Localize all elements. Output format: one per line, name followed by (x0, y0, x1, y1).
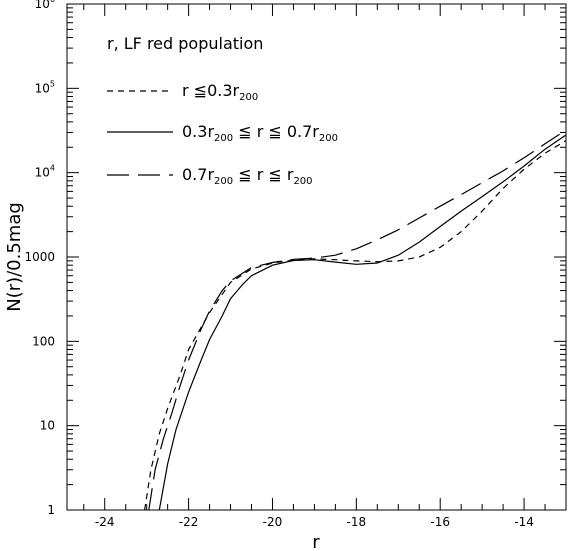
x-tick-label: -14 (514, 515, 534, 529)
y-tick-base: 10 (35, 0, 50, 11)
legend-text: r ≦0.3r (182, 81, 240, 100)
series-line-1 (144, 140, 567, 511)
legend-subscript: 200 (239, 92, 258, 103)
axis-ticks (67, 3, 567, 511)
y-tick-label: 1 (47, 503, 55, 517)
y-tick-label: 106 (35, 0, 55, 11)
plot-frame (66, 3, 567, 511)
legend-title: r, LF red population (107, 34, 263, 53)
series-line-3 (148, 129, 567, 511)
tick-labels: -24-22-20-18-16-141101001000104105106 (24, 0, 533, 529)
y-tick-exponent: 4 (50, 164, 55, 173)
legend-subscript: 200 (319, 133, 338, 144)
y-tick-label: 10 (40, 419, 55, 433)
x-tick-label: -20 (263, 515, 283, 529)
legend-text: ≦ r ≦ 0.7r (233, 122, 319, 141)
y-tick-label: 1000 (24, 250, 55, 264)
x-tick-label: -22 (179, 515, 199, 529)
y-axis-label: N(r)/0.5mag (4, 202, 25, 312)
legend-text: 0.7r (182, 165, 214, 184)
y-tick-base: 10 (35, 166, 50, 180)
legend-subscript: 200 (214, 176, 233, 187)
y-tick-label: 104 (35, 164, 55, 180)
legend-text: 0.3r (182, 122, 214, 141)
x-tick-label: -16 (430, 515, 450, 529)
legend-label-2: 0.3r200 ≦ r ≦ 0.7r200 (182, 122, 338, 144)
legend-subscript: 200 (214, 133, 233, 144)
y-tick-exponent: 6 (50, 0, 55, 4)
x-tick-label: -18 (347, 515, 367, 529)
legend-label-3: 0.7r200 ≦ r ≦ r200 (182, 165, 313, 187)
y-tick-label: 105 (35, 79, 55, 95)
legend-label-1: r ≦0.3r200 (182, 81, 258, 103)
y-tick-base: 10 (35, 81, 50, 95)
x-axis-label: r (312, 532, 320, 551)
legend-text: ≦ r ≦ r (233, 165, 294, 184)
legend-subscript: 200 (293, 176, 312, 187)
series-lines (144, 129, 567, 511)
y-tick-exponent: 5 (50, 79, 55, 88)
y-tick-label: 100 (32, 334, 55, 348)
series-line-2 (158, 134, 567, 511)
x-tick-label: -24 (95, 515, 115, 529)
